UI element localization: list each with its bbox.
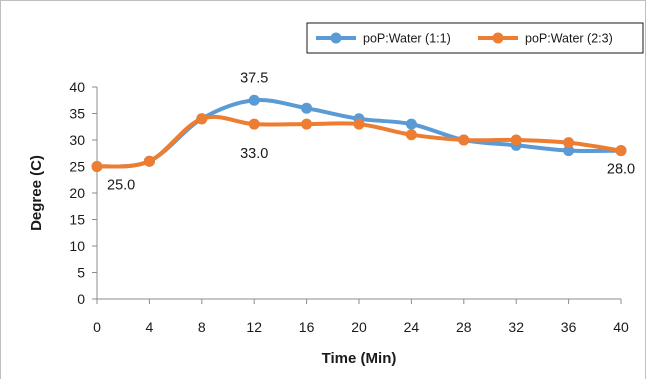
data-point	[301, 118, 313, 130]
ticks: 0 5 10 15 20 25 30 35 40 0 4 8 12 16 20 24 28 32 36 40	[69, 79, 629, 335]
data-point	[563, 137, 575, 149]
data-label: 25.0	[107, 178, 135, 194]
data-point	[353, 118, 365, 130]
data-label: 33.0	[240, 146, 268, 162]
y-tick-label: 40	[69, 79, 85, 95]
data-point	[248, 118, 260, 130]
x-tick-label: 40	[613, 319, 629, 335]
y-tick-label: 35	[69, 106, 85, 122]
series	[91, 94, 627, 172]
data-point	[458, 134, 470, 146]
legend-swatch-marker	[492, 32, 504, 44]
y-tick-label: 20	[69, 185, 85, 201]
x-tick-label: 4	[146, 319, 154, 335]
data-point	[301, 102, 313, 114]
x-tick-label: 32	[508, 319, 524, 335]
y-tick-label: 5	[77, 265, 85, 281]
legend-box	[306, 22, 644, 54]
x-tick-label: 0	[93, 319, 101, 335]
y-tick-label: 25	[69, 159, 85, 175]
data-label: 28.0	[607, 162, 635, 178]
legend: poP:Water (1:1) poP:Water (2:3)	[306, 22, 644, 54]
series-line	[95, 97, 623, 169]
x-tick-label: 16	[299, 319, 315, 335]
y-tick-label: 30	[69, 132, 85, 148]
y-axis-title: Degree (C)	[28, 155, 45, 231]
legend-label: poP:Water (1:1)	[363, 32, 451, 46]
x-tick-label: 28	[456, 319, 472, 335]
legend-label: poP:Water (2:3)	[525, 32, 613, 46]
data-point	[91, 161, 103, 172]
y-tick-label: 10	[69, 238, 85, 254]
x-tick-label: 20	[351, 319, 367, 335]
y-tick-label: 0	[77, 291, 85, 307]
data-point	[510, 134, 522, 146]
data-point	[143, 155, 155, 167]
data-point	[196, 113, 208, 125]
data-point	[405, 118, 417, 130]
x-tick-label: 12	[246, 319, 262, 335]
series-2	[91, 113, 627, 172]
data-point	[405, 129, 417, 141]
x-tick-label: 24	[404, 319, 420, 335]
data-point	[248, 94, 260, 106]
series-1	[91, 94, 627, 172]
data-label: 37.5	[240, 70, 268, 86]
data-labels: 25.0 37.5 33.0 28.0	[107, 70, 635, 193]
x-tick-label: 8	[198, 319, 206, 335]
x-tick-label: 36	[561, 319, 577, 335]
x-axis-title: Time (Min)	[322, 350, 397, 367]
data-point	[615, 145, 627, 157]
y-tick-label: 15	[69, 212, 85, 228]
legend-swatch-marker	[330, 32, 342, 44]
data-point	[563, 145, 575, 157]
